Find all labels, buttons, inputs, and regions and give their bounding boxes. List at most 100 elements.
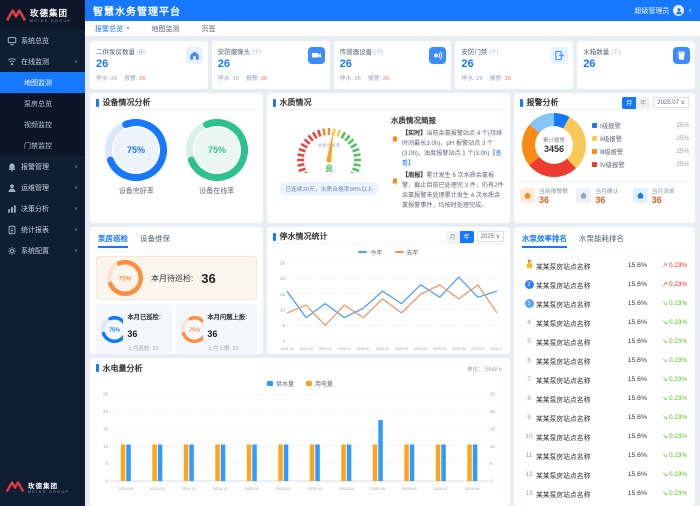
ranking-row[interactable]: 1 某某泵房站点名称 15.6% ↗ 0.23% xyxy=(520,256,689,275)
svg-text:2025-06: 2025-06 xyxy=(402,486,417,491)
ranking-row[interactable]: 5 某某泵房站点名称 15.6% ↘ 0.23% xyxy=(527,338,687,347)
card-unit: (座) xyxy=(136,50,146,56)
legend-item: Ⅰ级报警 25% xyxy=(592,119,689,132)
alarm-analysis-panel: 报警分析 月年 2025.07 ∨ 累计报警 3456 Ⅰ级报警 25% Ⅱ级报警 2… xyxy=(514,93,695,223)
sidebar-subitem[interactable]: 视频监控 xyxy=(0,114,85,135)
ranking-row[interactable]: 10 某某泵房站点名称 15.6% ↘ 0.23% xyxy=(525,433,687,442)
legend-percent: 25% xyxy=(676,161,689,168)
close-icon[interactable]: × xyxy=(126,25,130,32)
panel-title: 水电量分析 xyxy=(102,363,143,373)
stat-card[interactable]: 水箱数量 (个) 26 xyxy=(577,41,695,89)
sidebar-item[interactable]: 统计报表 ∨ xyxy=(0,219,85,240)
alarm-stat: 当月派单 36 xyxy=(632,186,689,205)
sidebar-item[interactable]: 系统配置 ∨ xyxy=(0,240,85,261)
device-rings: 75% 设备完好率 75% 设备在线率 xyxy=(96,119,257,196)
legend-item[interactable]: 今年 xyxy=(358,248,383,257)
ranking-tab[interactable]: 水泵能耗排名 xyxy=(579,234,624,243)
toggle-月[interactable]: 月 xyxy=(445,230,460,243)
svg-text:2025-03: 2025-03 xyxy=(395,347,409,351)
ranking-row[interactable]: 3 某某泵房站点名称 15.6% ↘ 0.23% xyxy=(520,294,689,313)
change-value: ↘ 0.23% xyxy=(662,300,687,307)
station-name: 某某泵房站点名称 xyxy=(536,472,591,480)
ranking-tab[interactable]: 水泵效率排名 xyxy=(522,233,567,248)
ranking-row[interactable]: 8 某某泵房站点名称 15.6% ↘ 0.23% xyxy=(527,395,687,404)
ranking-row[interactable]: 7 某某泵房站点名称 15.6% ↘ 0.23% xyxy=(527,376,687,385)
legend-label: Ⅰ级报警 xyxy=(600,123,621,130)
sidebar-item[interactable]: 系统总览 xyxy=(0,30,85,51)
water-quality-panel: 水质情况 水质合格率良 已连续30天，水质合格率98%以上 水质情况简报 【实时… xyxy=(267,93,510,223)
legend-item[interactable]: 去年 xyxy=(394,248,419,257)
stat-label: 当月确认 xyxy=(595,189,619,195)
sidebar-item[interactable]: 在线监测 ∨ xyxy=(0,51,85,72)
view-link[interactable]: 【查看】 xyxy=(402,150,502,167)
legend-label: 今年 xyxy=(370,250,383,257)
ranking-row[interactable]: 9 某某泵房站点名称 15.6% ↘ 0.23% xyxy=(527,414,687,423)
inspection-tabs: 泵房巡检 设备维保 xyxy=(96,232,257,252)
panel-title: 设备情况分析 xyxy=(102,98,151,107)
svg-text:2025-06: 2025-06 xyxy=(452,347,466,351)
period-select[interactable]: 2025.07 ∨ xyxy=(653,97,689,108)
stat-card[interactable]: 安防摄像头 (个) 26 停水: 26 报警: 26 xyxy=(211,41,330,89)
stat-label: 当前报警数 xyxy=(539,189,568,195)
sub-value: 26 xyxy=(382,76,390,82)
sidebar-subitem[interactable]: 门禁监控 xyxy=(0,135,85,156)
report-icon xyxy=(8,225,16,234)
stat-value: 36 xyxy=(539,195,550,205)
svg-text:2025-05: 2025-05 xyxy=(370,486,385,491)
inspection-tab[interactable]: 泵房巡检 xyxy=(98,233,128,248)
ranking-row[interactable]: 2 某某泵房站点名称 15.6% ↗ 0.23% xyxy=(520,275,689,294)
sidebar-subitem[interactable]: 地图监测 xyxy=(0,72,85,93)
bell-icon xyxy=(392,178,398,185)
station-name: 某某泵房站点名称 xyxy=(536,434,591,442)
sensor-icon xyxy=(434,51,443,60)
sidebar-subitem[interactable]: 泵房总览 xyxy=(0,93,85,114)
svg-text:2025-08: 2025-08 xyxy=(465,486,480,491)
chevron-down-icon[interactable]: ∨ xyxy=(688,7,692,14)
page-tab[interactable]: 报警总览 × xyxy=(95,25,130,33)
change-value: ↘ 0.23% xyxy=(662,338,687,345)
page-tab[interactable]: 页签 xyxy=(201,25,216,33)
legend-item[interactable]: 供水量 xyxy=(266,379,294,388)
legend-label: Ⅱ级报警 xyxy=(600,136,622,143)
ranking-row[interactable]: 12 某某泵房站点名称 15.6% ↘ 0.23% xyxy=(525,471,687,480)
user-menu[interactable]: 超级管理员 ∨ xyxy=(634,5,692,16)
toggle-年[interactable]: 年 xyxy=(636,96,651,109)
ranking-row[interactable]: 13 某某泵房站点名称 15.6% ↘ 0.23% xyxy=(525,490,687,499)
sidebar-item[interactable]: 报警管理 ∨ xyxy=(0,156,85,177)
page-tab[interactable]: 地图监测 xyxy=(151,25,180,33)
svg-text:75%: 75% xyxy=(127,145,145,155)
brief-tag: 【周报】 xyxy=(402,172,427,179)
sidebar-item[interactable]: 运维管理 ∨ xyxy=(0,177,85,198)
sidebar-subitem-label: 地图监测 xyxy=(24,79,52,87)
chevron-down-icon: ∨ xyxy=(74,247,78,254)
station-name: 某某泵房站点名称 xyxy=(536,491,591,499)
efficiency-value: 15.6% xyxy=(627,319,647,326)
year-select[interactable]: 2025 ∨ xyxy=(476,231,504,242)
sidebar-item[interactable]: 决策分析 ∨ xyxy=(0,198,85,219)
person-icon xyxy=(676,7,682,14)
card-unit: (个) xyxy=(252,50,262,56)
ranking-row[interactable]: 4 某某泵房站点名称 15.6% ↘ 0.23% xyxy=(527,319,687,328)
toggle-月[interactable]: 月 xyxy=(622,96,637,109)
ranking-list: 1 某某泵房站点名称 15.6% ↗ 0.23% 2 某某泵房站点名称 15.6% ↗ 0.2… xyxy=(520,256,689,503)
inspection-tab[interactable]: 设备维保 xyxy=(140,234,170,243)
change-value: ↘ 0.23% xyxy=(662,357,687,364)
legend-item[interactable]: 用电量 xyxy=(306,379,333,388)
svg-text:2025-02: 2025-02 xyxy=(376,347,390,351)
efficiency-value: 15.6% xyxy=(627,281,647,288)
sidebar-subitem-label: 视频监控 xyxy=(24,121,52,129)
toggle-年[interactable]: 年 xyxy=(459,230,474,243)
svg-text:2025-04: 2025-04 xyxy=(414,347,428,351)
ranking-row[interactable]: 11 某某泵房站点名称 15.6% ↘ 0.23% xyxy=(525,452,687,461)
card-unit: (个) xyxy=(611,50,621,56)
stat-card[interactable]: 传感器设备 (个) 26 停水: 26 报警: 26 xyxy=(333,41,452,89)
title-accent xyxy=(520,98,523,107)
stat-card[interactable]: 安防门禁 (个) 26 停水: 26 报警: 26 xyxy=(455,41,574,89)
card-title: 安防摄像头 (个) xyxy=(217,49,262,56)
change-value: ↘ 0.23% xyxy=(662,452,687,459)
ranking-row[interactable]: 6 某某泵房站点名称 15.6% ↘ 0.23% xyxy=(527,357,687,366)
card-substats: 停水: 26 报警: 26 xyxy=(96,73,202,82)
efficiency-value: 15.6% xyxy=(627,471,647,478)
user-avatar[interactable] xyxy=(673,5,685,16)
stat-card[interactable]: 二供泵房数量 (座) 26 停水: 26 报警: 26 xyxy=(90,41,208,89)
